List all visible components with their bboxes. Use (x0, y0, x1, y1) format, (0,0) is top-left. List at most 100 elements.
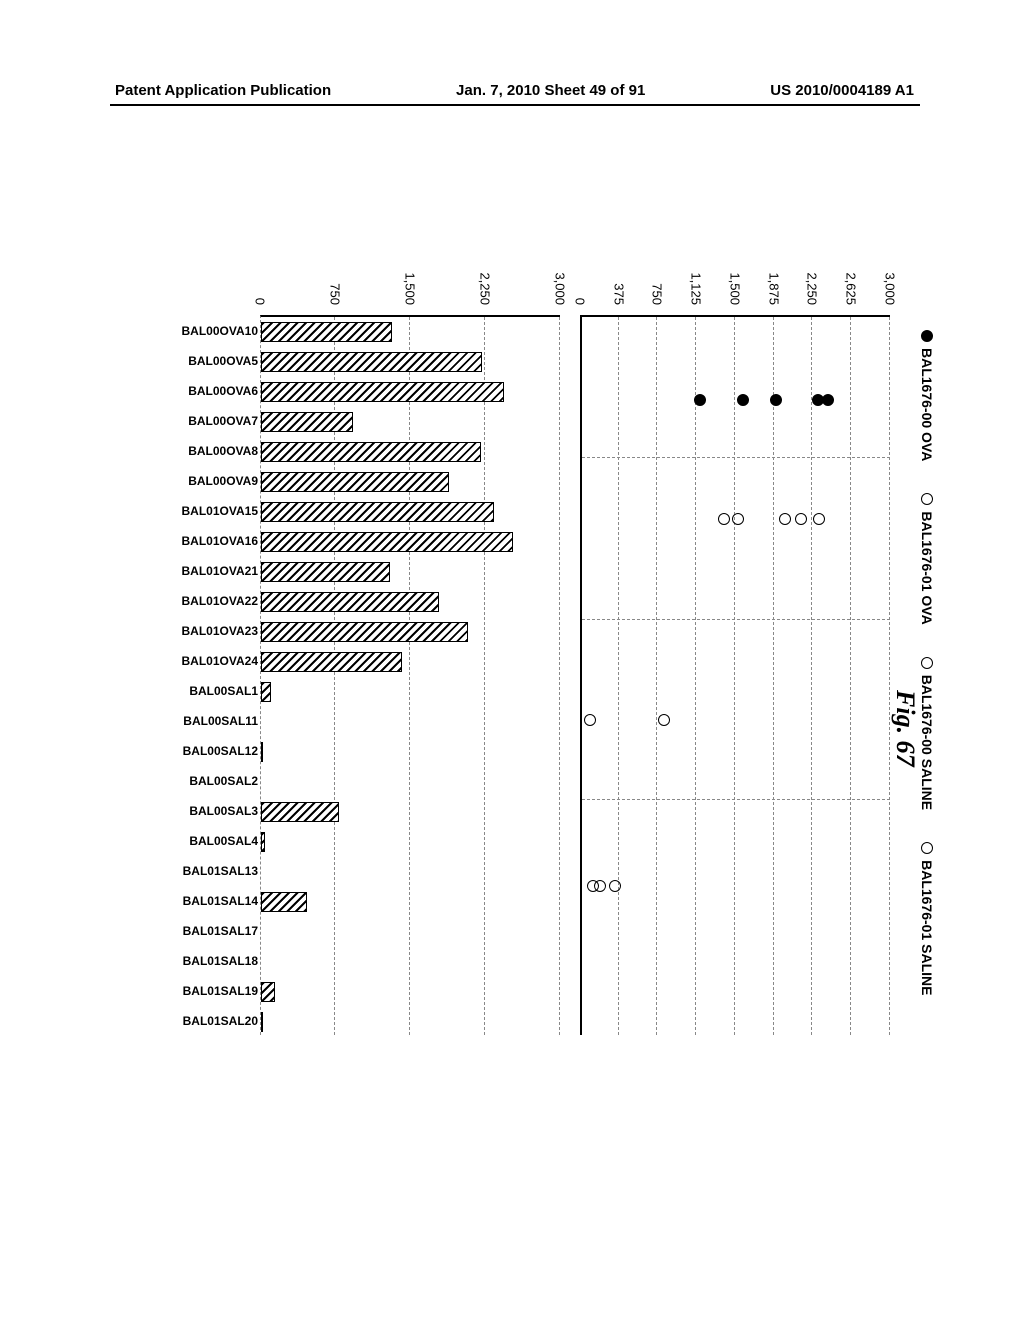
x-tick-label: BAL01OVA16 (182, 534, 258, 548)
bar (261, 802, 339, 822)
data-point (779, 513, 791, 525)
scatter-grid (582, 317, 890, 1035)
x-tick-label: BAL01OVA23 (182, 624, 258, 638)
legend-item: BAL1676-01 OVA (919, 493, 935, 624)
bar (261, 442, 481, 462)
bar (261, 412, 353, 432)
data-point (813, 513, 825, 525)
data-point (732, 513, 744, 525)
x-tick-label: BAL00OVA10 (182, 324, 258, 338)
bar (261, 832, 265, 852)
bar (261, 382, 504, 402)
x-tick-label: BAL00OVA7 (188, 414, 258, 428)
x-tick-label: BAL00SAL1 (189, 684, 258, 698)
gridline (889, 317, 890, 1035)
y-tick-label: 1,875 (766, 245, 781, 305)
circle-icon (921, 493, 933, 505)
circle-icon (921, 330, 933, 342)
bar (261, 622, 468, 642)
x-tick-label: BAL00OVA9 (188, 474, 258, 488)
y-tick-label: 750 (650, 245, 665, 305)
bar (261, 472, 449, 492)
legend-label: BAL1676-01 OVA (919, 511, 935, 624)
gridline (582, 799, 890, 800)
gridline (812, 317, 813, 1035)
y-tick-label: 1,125 (689, 245, 704, 305)
data-point (770, 394, 782, 406)
y-tick-label: 2,250 (478, 245, 493, 305)
gridline (850, 317, 851, 1035)
gridline (618, 317, 619, 1035)
data-point (587, 880, 599, 892)
legend-item: BAL1676-00 SALINE (919, 657, 935, 810)
bar (261, 532, 513, 552)
data-point (658, 714, 670, 726)
bar (261, 592, 439, 612)
data-point (584, 714, 596, 726)
y-tick-label: 3,000 (883, 245, 898, 305)
header-center: Jan. 7, 2010 Sheet 49 of 91 (456, 82, 645, 99)
y-tick-label: 1,500 (403, 245, 418, 305)
page: Patent Application Publication Jan. 7, 2… (0, 0, 1024, 1320)
data-point (822, 394, 834, 406)
bar (261, 562, 390, 582)
page-header: Patent Application Publication Jan. 7, 2… (0, 82, 1024, 99)
legend-label: BAL1676-01 SALINE (919, 860, 935, 995)
data-point (737, 394, 749, 406)
x-tick-label: BAL01SAL17 (183, 924, 258, 938)
y-tick-label: 750 (328, 245, 343, 305)
x-tick-label: BAL01OVA21 (182, 564, 258, 578)
legend-label: BAL1676-00 SALINE (919, 675, 935, 810)
y-tick-label: 0 (253, 245, 268, 305)
x-tick-label: BAL01SAL13 (183, 864, 258, 878)
x-tick-label: BAL01OVA15 (182, 504, 258, 518)
bar (261, 742, 263, 762)
gridline (734, 317, 735, 1035)
x-tick-label: BAL00SAL2 (189, 774, 258, 788)
bar (261, 322, 392, 342)
y-tick-label: 0 (573, 245, 588, 305)
y-tick-label: 1,500 (728, 245, 743, 305)
x-tick-label: BAL01SAL20 (183, 1014, 258, 1028)
gridline (582, 457, 890, 458)
x-tick-label: BAL01OVA24 (182, 654, 258, 668)
x-tick-label: BAL00OVA5 (188, 354, 258, 368)
x-tick-label: BAL00OVA8 (188, 444, 258, 458)
bar (261, 502, 494, 522)
x-tick-label: BAL01SAL18 (183, 954, 258, 968)
x-tick-label: BAL00SAL12 (183, 744, 258, 758)
bars (261, 317, 560, 1035)
header-left: Patent Application Publication (115, 82, 331, 99)
bar-panel (260, 315, 560, 1035)
y-tick-label: 375 (611, 245, 626, 305)
legend-item: BAL1676-00 OVA (919, 330, 935, 461)
bar (261, 982, 275, 1002)
y-tick-label: 2,625 (844, 245, 859, 305)
gridline (773, 317, 774, 1035)
legend-item: BAL1676-01 SALINE (919, 842, 935, 995)
legend: BAL1676-00 OVA BAL1676-01 OVA BAL1676-00 S… (919, 330, 935, 1030)
header-rule (110, 104, 920, 106)
circle-icon (921, 657, 933, 669)
x-tick-label: BAL01SAL19 (183, 984, 258, 998)
header-right: US 2010/0004189 A1 (770, 82, 914, 99)
x-tick-label: BAL01SAL14 (183, 894, 258, 908)
data-point (812, 394, 824, 406)
bar (261, 352, 482, 372)
gridline (582, 619, 890, 620)
bar (261, 682, 271, 702)
bar (261, 892, 307, 912)
bar-x-labels: BAL00OVA10BAL00OVA5BAL00OVA6BAL00OVA7BAL… (98, 315, 258, 1035)
data-point (718, 513, 730, 525)
data-point (694, 394, 706, 406)
x-tick-label: BAL00SAL11 (183, 714, 258, 728)
data-point (795, 513, 807, 525)
gridline (695, 317, 696, 1035)
y-tick-label: 2,250 (805, 245, 820, 305)
gridline (657, 317, 658, 1035)
bar (261, 1012, 263, 1032)
bar (261, 652, 402, 672)
circle-icon (921, 842, 933, 854)
data-point (609, 880, 621, 892)
x-tick-label: BAL00SAL3 (189, 804, 258, 818)
